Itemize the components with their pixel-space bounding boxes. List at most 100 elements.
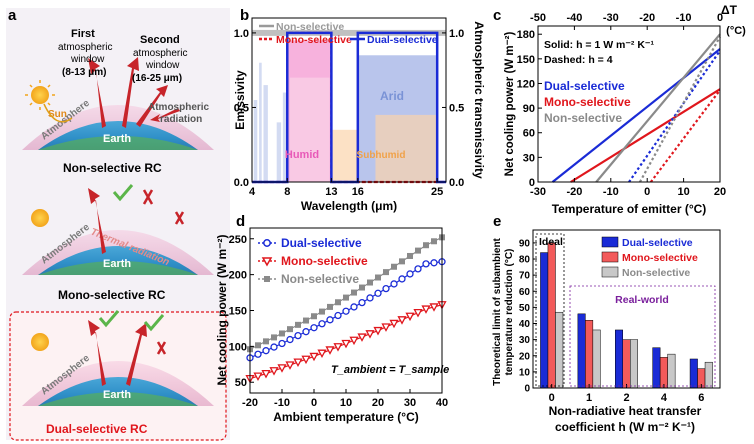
mono-selective-point	[269, 367, 279, 376]
y-tick-label: 60	[523, 128, 535, 140]
bar-non-selective	[592, 329, 601, 389]
x-tick-label: -20	[242, 397, 258, 409]
x-tick-label: 20	[714, 186, 726, 198]
mono-selective-point	[397, 316, 407, 325]
x-tick-label: 0	[311, 397, 317, 409]
y-tick-label: 100	[229, 341, 247, 353]
panel-b-ylabel-right: Atmospheric transmissivity	[472, 21, 486, 179]
y-tick-label: 150	[229, 306, 247, 318]
x-tick-label: 1	[586, 392, 592, 404]
second-window-l1: Second	[140, 34, 180, 46]
legend-mono: Mono-selective	[622, 252, 698, 264]
x-tick-label: 25	[431, 186, 443, 198]
panel-c-ylabel: Net cooling power (W m⁻²)	[504, 31, 516, 176]
bar-non-selective	[667, 353, 676, 389]
panel-c-label: c	[493, 7, 501, 24]
transmissivity-band	[253, 100, 258, 182]
non-selective-point	[311, 313, 317, 320]
panel-d: d -20 -10 0 10 20 30 40 50 100 150 200 250 Net cool…	[215, 213, 449, 424]
x-tick-label: 40	[436, 397, 448, 409]
bar-dual-selective	[652, 347, 661, 389]
non-selective-point	[367, 279, 373, 286]
panel-b-frame	[251, 17, 447, 183]
land	[38, 261, 198, 275]
mono-selective-point	[341, 339, 351, 349]
cross-icon	[142, 189, 154, 205]
y-tick-label: 250	[229, 234, 247, 246]
y-tick-label: 80	[519, 255, 531, 266]
mono-selective-point	[389, 319, 399, 329]
legend-swatch-non	[601, 266, 619, 278]
non-selective-point	[407, 252, 413, 259]
top-tick-label: -20	[639, 12, 655, 24]
mono-selective-point	[421, 305, 431, 314]
bar-non-selective	[555, 311, 564, 389]
non-selective-point	[279, 330, 285, 337]
mono-selective-point	[365, 330, 375, 339]
mono-selective-point	[333, 343, 343, 352]
panel-a: a a Sun Atmosphere Earth	[6, 7, 230, 441]
legend-dual: Dual-selective	[367, 34, 438, 46]
dual-selective-point	[366, 294, 374, 302]
mono-selective-point	[277, 364, 287, 373]
non-selective-point	[287, 326, 293, 333]
y-tick-label: 180	[517, 29, 535, 41]
mono-selective-point	[309, 352, 319, 362]
x-tick-label: 4	[661, 392, 668, 404]
mono-selective-point	[429, 303, 439, 312]
legend-swatch-dual	[601, 236, 619, 248]
region-humid: Humid	[285, 149, 319, 161]
check-icon	[98, 310, 120, 328]
non-selective-point	[415, 247, 421, 254]
non-selective-point	[295, 321, 301, 328]
check-icon	[143, 314, 165, 332]
x-tick-label: 0	[549, 392, 555, 404]
panel-c-delta-t: ΔT	[721, 3, 738, 17]
panel-b-ylabel: Emissivity	[233, 70, 247, 130]
panel-e-xlabel-l1: Non-radiative heat transfer	[549, 404, 702, 418]
cross-icon	[174, 211, 185, 225]
transmissivity-band	[259, 62, 262, 182]
y-tick-label: 10	[519, 367, 531, 378]
dual-selective-point	[358, 298, 366, 307]
earth-label: Earth	[103, 133, 131, 145]
y-tick-label: 0.0	[234, 177, 249, 189]
legend-non: Non-selective	[281, 272, 359, 286]
panel-c-delta-unit: (°C)	[726, 25, 746, 37]
non-selective-point	[263, 338, 269, 345]
series-dual-h4	[628, 50, 721, 183]
check-icon	[112, 184, 134, 202]
dual-selective-point	[422, 260, 430, 268]
y-tick-label: 30	[519, 335, 531, 346]
x-tick-label: 10	[677, 186, 689, 198]
y-tick-label: 50	[519, 303, 531, 314]
mono-selective-point	[381, 323, 391, 332]
panel-e-frame	[532, 229, 721, 389]
x-tick-label: 16	[352, 186, 364, 198]
panel-b-label: b	[240, 7, 249, 24]
non-selective-point	[383, 269, 389, 276]
first-window-l3: window	[70, 54, 105, 65]
atm-radiation-l1: Atmospheric	[148, 102, 210, 113]
second-window-l4: (16-25 μm)	[132, 73, 182, 84]
y-tick-label: 90	[523, 103, 535, 115]
region-arid: Arid	[380, 89, 404, 103]
panel-d-note: T_ambient = T_sample	[331, 364, 449, 376]
top-tick-label: -10	[676, 12, 692, 24]
panel-c-frame	[537, 25, 721, 183]
y-tick-label: 30	[523, 152, 535, 164]
x-tick-label: 0	[644, 186, 650, 198]
bar-dual-selective	[540, 252, 549, 389]
y-tick-label: 0	[529, 177, 535, 189]
caption-mono-selective: Mono-selective RC	[58, 288, 166, 302]
bar-mono-selective	[585, 320, 594, 389]
y-tick-label: 90	[519, 238, 531, 249]
panel-e-ylabel-l2: temperature reduction (°C)	[504, 249, 515, 376]
panel-d-label: d	[236, 213, 245, 230]
dual-selective-point	[270, 343, 278, 351]
non-selective-point	[391, 263, 397, 270]
y-tick-label: 20	[519, 351, 531, 362]
panel-c-legend-mono: Mono-selective	[544, 95, 631, 109]
dual-selective-point	[342, 307, 350, 315]
